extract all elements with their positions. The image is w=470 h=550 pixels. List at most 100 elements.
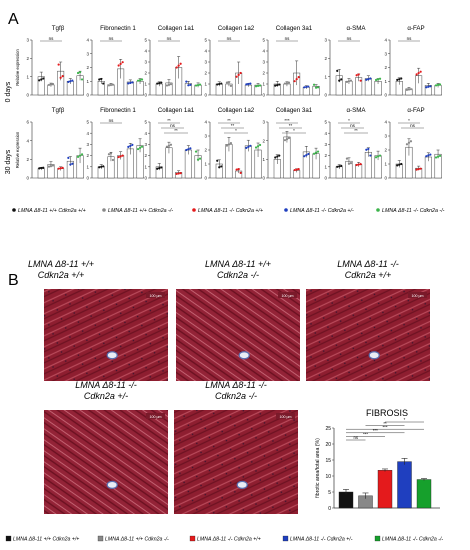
y-tick-label-r0-fap: 3 (384, 51, 387, 56)
point-r1-fap-1-0 (405, 143, 409, 146)
scale-bar-label-2: 100 µm (411, 294, 423, 298)
image-caption-line1-4: LMNA Δ8-11 -/- (205, 380, 267, 390)
histology-image-1: LMNA Δ8-11 +/+Cdkn2a -/- 100 µm (176, 259, 300, 381)
point-r0-collagen-3a1-4-1 (314, 86, 318, 89)
sig-label-r0-tgf-0: ns (49, 36, 55, 41)
point-r0-collagen-1a1-3-2 (189, 83, 192, 86)
point-r1-tgf-2-2 (61, 166, 64, 169)
panel-r0-tgf: Tgfβ 0 1 2 3 ns Relative expression (15, 25, 84, 98)
point-r0-collagen-1a1-4-2 (198, 83, 202, 86)
point-r1-sma-3-2 (369, 154, 372, 157)
y-tick-label-r1-tgf: 2 (26, 157, 29, 162)
sig-label-r0-collagen-1a1-0: ns (167, 36, 173, 41)
point-r0-sma-3-1 (367, 78, 370, 81)
point-r1-sma-3-0 (365, 148, 368, 151)
point-r1-tgf-3-0 (67, 156, 70, 159)
y-tick-label-r0-fibronectin-1: 1 (86, 79, 89, 84)
y-tick-label-r1-fap: 1 (384, 162, 387, 167)
y-tick-label-r1-sma: 1 (324, 164, 327, 169)
y-tick-label-r1-collagen-1a2: 0 (204, 176, 207, 181)
fibrosis-sig-5: * (404, 417, 406, 422)
point-r0-fap-4-1 (436, 83, 440, 87)
vessel-1 (238, 351, 250, 360)
point-r0-collagen-1a1-2-2 (179, 62, 182, 65)
point-r1-fap-2-1 (417, 168, 420, 171)
point-r1-collagen-1a1-1-1 (167, 144, 171, 147)
point-r0-collagen-1a1-0-1 (158, 81, 161, 85)
point-r0-fibronectin-1-2-1 (119, 62, 122, 65)
point-r1-sma-0-2 (340, 164, 343, 167)
point-r0-tgf-0-0 (38, 79, 41, 82)
panel-r1-fap: α-FAP 0 1 2 3 4 *ns (384, 107, 442, 181)
legend-b-swatch-3 (282, 535, 289, 542)
point-r1-tgf-3-2 (71, 162, 74, 165)
point-r0-collagen-1a1-0-2 (160, 81, 163, 84)
point-r1-collagen-1a2-4-2 (258, 143, 262, 147)
y-tick-label-r0-collagen-1a2: 2 (204, 71, 207, 76)
point-r0-sma-1-2 (349, 79, 353, 82)
point-r1-tgf-3-1 (69, 163, 72, 166)
point-r1-collagen-3a1-3-2 (307, 152, 310, 156)
sig-label-r0-fap-0: ns (407, 36, 413, 41)
point-r0-collagen-1a2-0-1 (218, 82, 221, 86)
scale-bar-bg-1 (278, 292, 297, 298)
point-r1-fap-0-1 (398, 163, 401, 166)
point-r0-tgf-2-0 (57, 63, 60, 66)
point-r1-fibronectin-1-3-1 (129, 144, 132, 147)
point-r1-sma-1-0 (345, 157, 349, 160)
panel-title-r1-collagen-3a1: Collagen 3a1 (276, 107, 313, 114)
y-tick-label-r0-fibronectin-1: 2 (86, 65, 89, 70)
scale-bar-bg-3 (146, 413, 165, 419)
vessel-3 (106, 480, 118, 489)
point-r1-tgf-1-1 (49, 164, 53, 168)
point-r1-fap-0-0 (396, 164, 399, 167)
fibrosis-bar-3 (397, 461, 412, 509)
point-r0-sma-3-2 (369, 77, 372, 80)
point-r0-fap-3-2 (429, 85, 432, 88)
panel-a-legend: LMNA Δ8-11 +/+ Cdkn2a +/+ LMNA Δ8-11 +/+ … (12, 208, 445, 214)
point-r0-collagen-1a2-2-1 (237, 73, 240, 76)
y-tick-label-r0-collagen-1a1: 4 (144, 49, 147, 54)
point-r0-sma-3-0 (365, 78, 368, 81)
point-r0-collagen-3a1-0-0 (274, 84, 277, 87)
tissue-section-0 (44, 289, 168, 381)
y-tick-label-r0-fap: 4 (384, 38, 387, 43)
y-tick-label-r0-collagen-3a1: 1 (262, 82, 265, 87)
y-tick-label-r0-collagen-1a1: 1 (144, 82, 147, 87)
point-r1-collagen-1a2-1-2 (229, 142, 233, 145)
legend-a-marker-0 (12, 208, 16, 212)
fibrosis-bar-4 (416, 479, 432, 509)
point-r1-collagen-1a1-3-2 (189, 147, 192, 150)
point-r1-collagen-3a1-2-2 (297, 167, 300, 171)
sig-label-r1-sma-0: * (348, 118, 350, 123)
y-tick-label-r1-fap: 0 (384, 176, 387, 181)
point-r1-collagen-3a1-2-1 (295, 168, 298, 171)
fibrosis-sig-0: ns (353, 435, 358, 440)
point-r1-tgf-4-0 (76, 155, 80, 158)
y-tick-label-r1-sma: 3 (324, 142, 327, 147)
y-tick-label-r1-collagen-1a1: 1 (144, 164, 147, 169)
point-r0-sma-4-2 (378, 77, 382, 80)
point-r0-fibronectin-1-4-2 (140, 78, 144, 81)
point-r1-collagen-1a2-2-1 (237, 167, 240, 171)
point-r1-fap-2-2 (419, 167, 422, 170)
legend-b-item-0: LMNA Δ8-11 +/+ Cdkn2a +/+ (5, 535, 79, 543)
y-tick-label-r0-collagen-3a1: 4 (262, 49, 265, 54)
point-r0-fibronectin-1-0-1 (100, 77, 103, 81)
y-tick-label-r0-collagen-1a1: 3 (144, 60, 147, 65)
point-r0-sma-4-1 (376, 78, 380, 81)
expression-bar-charts: Tgfβ 0 1 2 3 ns Relative expression Fibronectin… (15, 25, 442, 181)
point-r1-fap-0-2 (400, 162, 403, 166)
legend-a-marker-3 (284, 208, 288, 212)
point-r1-sma-0-1 (338, 165, 341, 168)
y-axis-label-r0-tgf: Relative expression (15, 49, 20, 86)
point-r1-sma-4-0 (374, 156, 378, 159)
y-tick-label-r0-collagen-3a1: 2 (262, 71, 265, 76)
point-r1-collagen-3a1-2-0 (293, 168, 296, 172)
y-tick-label-r0-collagen-1a2: 4 (204, 49, 207, 54)
legend-b-item-3: LMNA Δ8-11 -/- Cdkn2a +/- (282, 535, 353, 543)
panel-r1-collagen-3a1: Collagen 3a1 0 1 2 3 ****** (262, 107, 320, 181)
point-r0-collagen-3a1-2-0 (293, 80, 296, 83)
point-r1-collagen-1a2-0-0 (216, 159, 219, 162)
vessel-2 (368, 351, 380, 360)
